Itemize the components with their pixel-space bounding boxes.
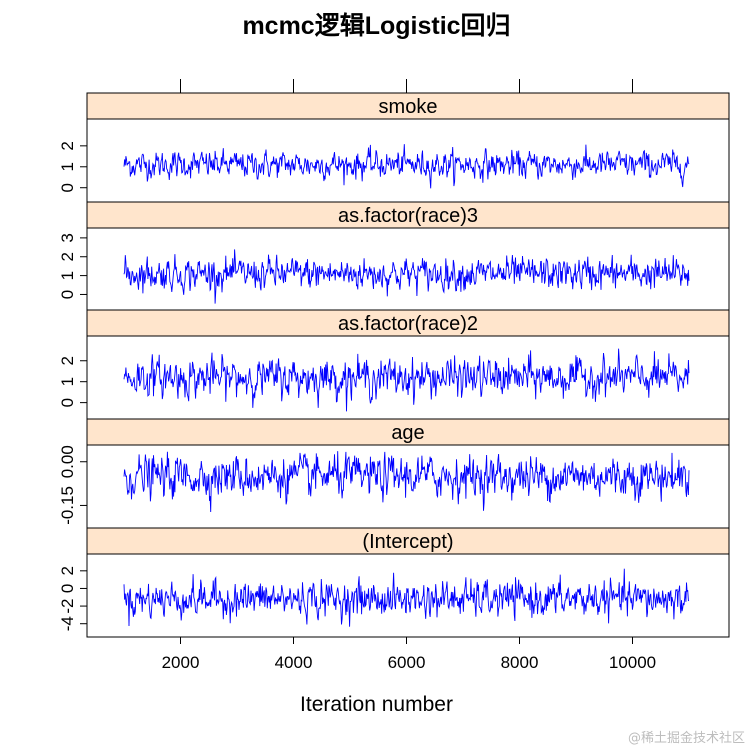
trace-line-2	[123, 348, 690, 412]
y-tick-label: 0.00	[58, 445, 77, 478]
y-tick-label: -2	[58, 599, 77, 614]
y-tick-label: 2	[58, 141, 77, 150]
panel-frame-4	[86, 553, 730, 638]
x-tick-label: 2000	[162, 653, 200, 672]
strip-label: as.factor(race)3	[338, 205, 478, 227]
y-tick-label: 0	[58, 290, 77, 299]
trace-line-4	[123, 568, 690, 627]
panel-frame-3	[86, 444, 730, 529]
y-tick-label: -4	[58, 616, 77, 631]
y-tick-label: 1	[58, 271, 77, 280]
strip-label: as.factor(race)2	[338, 313, 478, 335]
strip-label: age	[391, 422, 424, 444]
x-tick-label: 8000	[501, 653, 539, 672]
y-tick-label: 1	[58, 377, 77, 386]
strip-3	[86, 418, 730, 446]
y-tick-label: 1	[58, 162, 77, 171]
strip-1	[86, 201, 730, 229]
trace-line-0	[123, 144, 690, 189]
strip-2	[86, 309, 730, 337]
y-tick-label: 3	[58, 233, 77, 242]
strip-label: (Intercept)	[362, 531, 453, 553]
y-tick-label: 2	[58, 252, 77, 261]
watermark: @稀土掘金技术社区	[627, 731, 745, 746]
x-tick-label: 6000	[388, 653, 426, 672]
trace-line-1	[123, 249, 690, 304]
y-tick-label: 2	[58, 356, 77, 365]
y-tick-label: 0	[58, 183, 77, 192]
y-tick-label: -0.15	[58, 486, 77, 525]
trace-line-3	[123, 451, 690, 513]
strip-label: smoke	[379, 96, 438, 118]
strip-4	[86, 527, 730, 555]
strip-0	[86, 92, 730, 120]
y-tick-label: 0	[58, 398, 77, 407]
x-tick-label: 4000	[275, 653, 313, 672]
y-tick-label: 0	[58, 584, 77, 593]
chart-title: mcmc逻辑Logistic回归	[242, 12, 511, 40]
x-tick-label: 10000	[609, 653, 656, 672]
x-axis-label: Iteration number	[300, 693, 453, 716]
y-tick-label: 2	[58, 566, 77, 575]
